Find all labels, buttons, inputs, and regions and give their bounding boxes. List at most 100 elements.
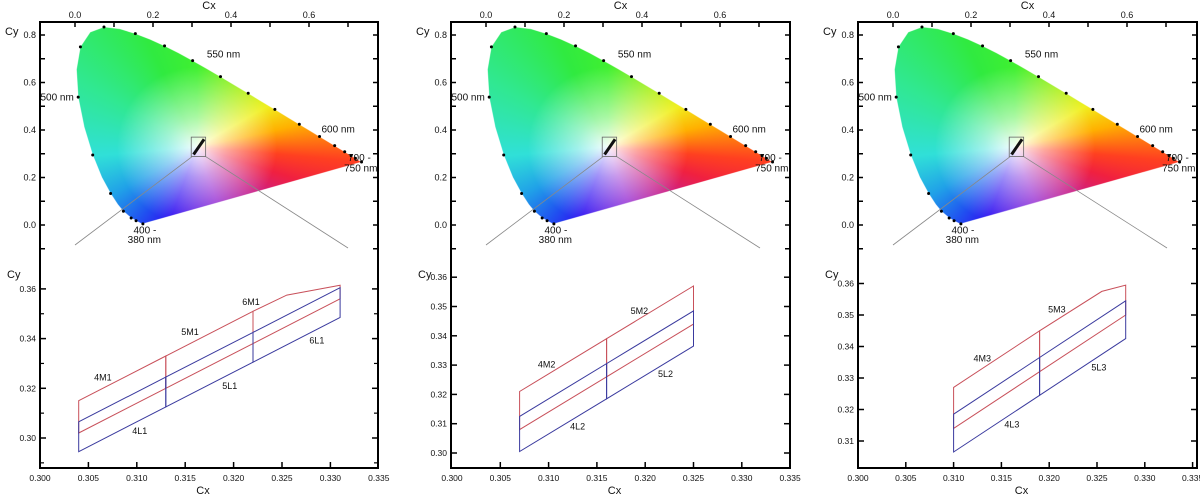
wavelength-point [353, 156, 357, 160]
top-y-tick-label: 0.4 [23, 125, 36, 135]
wavelength-point [1171, 156, 1175, 160]
wavelength-point [1151, 144, 1155, 148]
wavelength-label-500: 500 nm [451, 92, 484, 103]
zoom-connector-right [205, 156, 349, 249]
bottom-y-tick-label: 0.34 [430, 331, 447, 341]
wavelength-point [552, 222, 556, 226]
wavelength-point [78, 45, 82, 49]
wavelength-point [129, 216, 133, 220]
top-y-tick-label: 0.6 [841, 78, 854, 88]
bottom-y-tick-label: 0.33 [430, 360, 447, 370]
top-y-axis-label: Cy [823, 26, 837, 38]
bin-label-4M1: 4M1 [94, 373, 112, 383]
bottom-x-tick-label: 0.315 [991, 473, 1013, 483]
top-x-tick-label: 0.2 [147, 10, 160, 20]
top-y-tick-label: 0.8 [23, 30, 36, 40]
bottom-x-tick-label: 0.335 [368, 473, 390, 483]
bottom-x-axis-label: Cx [1015, 485, 1029, 497]
zoom-box [1008, 136, 1025, 158]
wavelength-point [520, 191, 524, 195]
top-x-tick-label: 0.0 [480, 10, 493, 20]
bin-label-5L3: 5L3 [1091, 362, 1106, 372]
bin-4M3 [953, 329, 1041, 430]
wavelength-point [708, 122, 712, 126]
bottom-x-tick-label: 0.320 [635, 473, 657, 483]
wavelength-point [951, 32, 955, 36]
bin-label-4L2: 4L2 [570, 421, 585, 431]
bottom-x-tick-label: 0.315 [586, 473, 608, 483]
wavelength-label-500: 500 nm [858, 92, 891, 103]
zoom-box [601, 136, 618, 158]
bin-label-5L1: 5L1 [222, 381, 237, 391]
wavelength-label-600: 600 nm [732, 124, 765, 135]
bottom-x-tick-label: 0.305 [895, 473, 917, 483]
wavelength-point [754, 150, 758, 154]
bottom-x-tick-label: 0.300 [29, 473, 51, 483]
top-x-tick-label: 0.6 [714, 10, 727, 20]
bottom-x-tick-label: 0.325 [1086, 473, 1108, 483]
wavelength-point [896, 45, 900, 49]
wavelength-point [487, 95, 491, 99]
top-y-tick-label: 0.0 [841, 220, 854, 230]
wavelength-point [630, 75, 634, 79]
wavelength-point [540, 216, 544, 220]
top-x-tick-label: 0.6 [1121, 10, 1134, 20]
bin-label-4L1: 4L1 [132, 426, 147, 436]
wavelength-label-600: 600 nm [321, 124, 354, 135]
bin-label-4M2: 4M2 [538, 360, 556, 370]
top-x-axis-label: Cx [614, 0, 628, 12]
top-y-tick-label: 0.0 [23, 220, 36, 230]
top-x-tick-label: 0.2 [558, 10, 571, 20]
wavelength-point [981, 44, 985, 48]
wavelength-point [744, 144, 748, 148]
bin-label-4L3: 4L3 [1004, 419, 1019, 429]
top-x-axis-label: Cx [1021, 0, 1035, 12]
wavelength-label-400: 400 - [134, 225, 157, 236]
wavelength-label-380: 380 nm [128, 235, 161, 246]
panel-2: 550 nm 500 nm 600 nm 700 -750 nm 400 -380 nm… [416, 0, 801, 497]
wavelength-label-400: 400 - [952, 225, 975, 236]
bin-5M2 [606, 285, 694, 378]
top-x-tick-label: 0.4 [225, 10, 238, 20]
zoom-connector-left [74, 156, 193, 246]
wavelength-point [91, 153, 95, 157]
top-y-tick-label: 0.2 [841, 173, 854, 183]
bottom-y-tick-label: 0.34 [19, 334, 36, 344]
wavelength-point [191, 59, 195, 63]
bottom-x-tick-label: 0.320 [1039, 473, 1061, 483]
wavelength-label-700: 700 - [1166, 153, 1189, 164]
wavelength-point [318, 135, 322, 139]
wavelength-point [1136, 135, 1140, 139]
wavelength-point [297, 122, 301, 126]
bottom-y-tick-label: 0.36 [430, 272, 447, 282]
bin-label-6M1: 6M1 [242, 297, 260, 307]
top-y-tick-label: 0.6 [434, 78, 447, 88]
bin-4L3 [953, 356, 1041, 453]
wavelength-point [544, 32, 548, 36]
bottom-x-tick-label: 0.325 [271, 473, 293, 483]
wavelength-label-550: 550 nm [618, 50, 651, 61]
bottom-y-tick-label: 0.35 [430, 302, 447, 312]
bottom-y-tick-label: 0.34 [837, 342, 854, 352]
wavelength-point [513, 25, 517, 29]
panel-3: 550 nm 500 nm 600 nm 700 -750 nm 400 -380 nm… [823, 0, 1200, 497]
bottom-y-tick-label: 0.33 [837, 373, 854, 383]
bin-label-5M2: 5M2 [631, 306, 649, 316]
bottom-y-tick-label: 0.30 [430, 448, 447, 458]
wavelength-label-600: 600 nm [1139, 124, 1172, 135]
bin-label-5M3: 5M3 [1048, 304, 1066, 314]
bottom-y-tick-label: 0.36 [837, 279, 854, 289]
wavelength-point [1091, 107, 1095, 111]
bottom-y-tick-label: 0.35 [837, 310, 854, 320]
bottom-y-tick-label: 0.32 [837, 405, 854, 415]
bottom-y-tick-label: 0.30 [19, 433, 36, 443]
top-y-tick-label: 0.2 [23, 173, 36, 183]
wavelength-point [939, 209, 943, 213]
wavelength-point [489, 45, 493, 49]
bottom-x-tick-label: 0.300 [441, 473, 463, 483]
wavelength-label-380: 380 nm [539, 235, 572, 246]
wavelength-point [219, 75, 223, 79]
wavelength-label-500: 500 nm [40, 92, 73, 103]
bottom-y-axis-label: Cy [825, 269, 839, 281]
wavelength-point [141, 222, 145, 226]
